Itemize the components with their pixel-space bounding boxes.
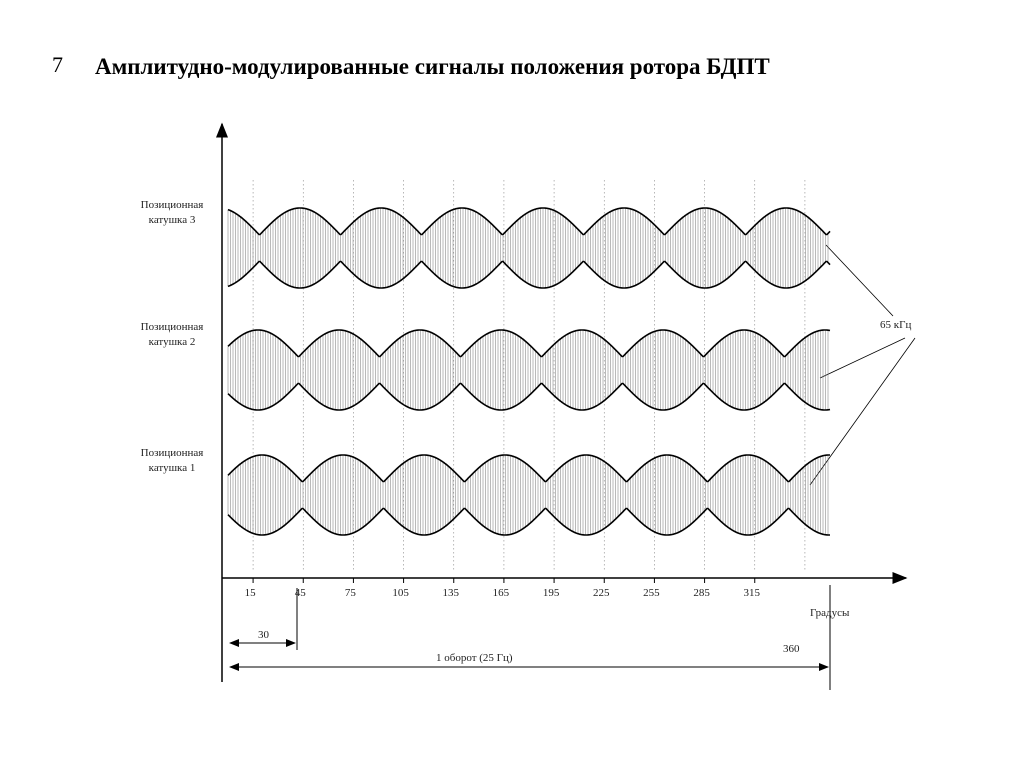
coil-label: Позиционная bbox=[141, 447, 204, 459]
carrier-hatch bbox=[227, 208, 829, 288]
dim-label: 360 bbox=[783, 643, 800, 655]
coil-label: катушка 2 bbox=[149, 336, 196, 348]
envelope bbox=[227, 260, 831, 289]
leader-lines bbox=[809, 244, 916, 486]
dim-label: 30 bbox=[258, 629, 270, 641]
envelope bbox=[227, 382, 831, 411]
envelope bbox=[227, 507, 830, 536]
tick-label: 135 bbox=[443, 587, 460, 599]
tick-label: 105 bbox=[392, 587, 409, 599]
carrier-hatch bbox=[227, 330, 829, 410]
tick-label: 45 bbox=[295, 587, 307, 599]
tick-label: 75 bbox=[345, 587, 357, 599]
tick-label: 15 bbox=[245, 587, 257, 599]
carrier-label: 65 кГц bbox=[880, 319, 911, 331]
title: Амплитудно-модулированные сигналы положе… bbox=[95, 54, 770, 79]
coil-label: катушка 1 bbox=[149, 462, 196, 474]
coil-label: катушка 3 bbox=[149, 214, 196, 226]
envelope bbox=[227, 329, 831, 358]
coil-label: Позиционная bbox=[141, 199, 204, 211]
slide-number: 7 bbox=[52, 52, 63, 77]
dim-label: 1 оборот (25 Гц) bbox=[436, 652, 513, 664]
envelope bbox=[227, 454, 830, 483]
tick-label: 195 bbox=[543, 587, 560, 599]
tick-label: 315 bbox=[744, 587, 761, 599]
tick-label: 165 bbox=[493, 587, 510, 599]
tick-label: 255 bbox=[643, 587, 660, 599]
tick-label: 285 bbox=[693, 587, 710, 599]
envelope bbox=[227, 207, 831, 236]
carrier-hatch bbox=[227, 455, 829, 535]
tick-label: 225 bbox=[593, 587, 610, 599]
coil-label: Позиционная bbox=[141, 321, 204, 333]
